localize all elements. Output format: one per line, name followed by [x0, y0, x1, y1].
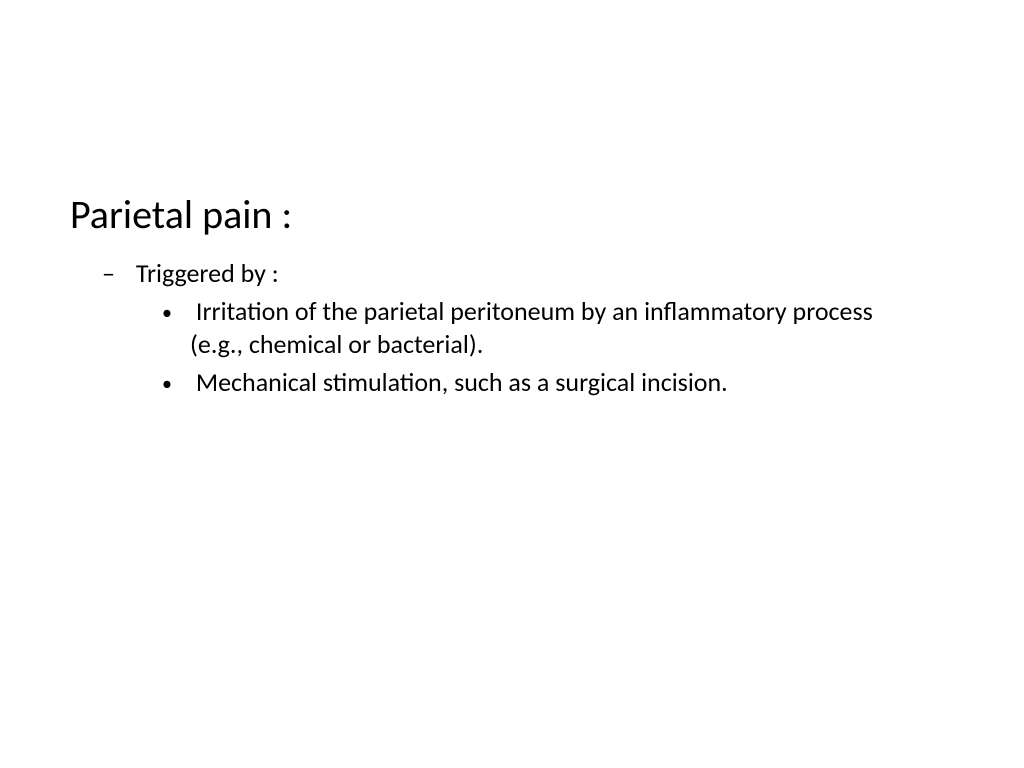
- list-item-text: Mechanical stimulation, such as a surgic…: [196, 366, 728, 398]
- slide-title: Parietal pain :: [70, 190, 954, 239]
- list-item-level2: Mechanical stimulation, such as a surgic…: [190, 366, 954, 399]
- list-item-level1: Triggered by :: [130, 257, 954, 289]
- list-item-text: Irritation of the parietal peritoneum by…: [190, 295, 873, 360]
- list-item-level2: Irritation of the parietal peritoneum by…: [190, 295, 954, 360]
- list-item-text: Triggered by :: [136, 257, 279, 289]
